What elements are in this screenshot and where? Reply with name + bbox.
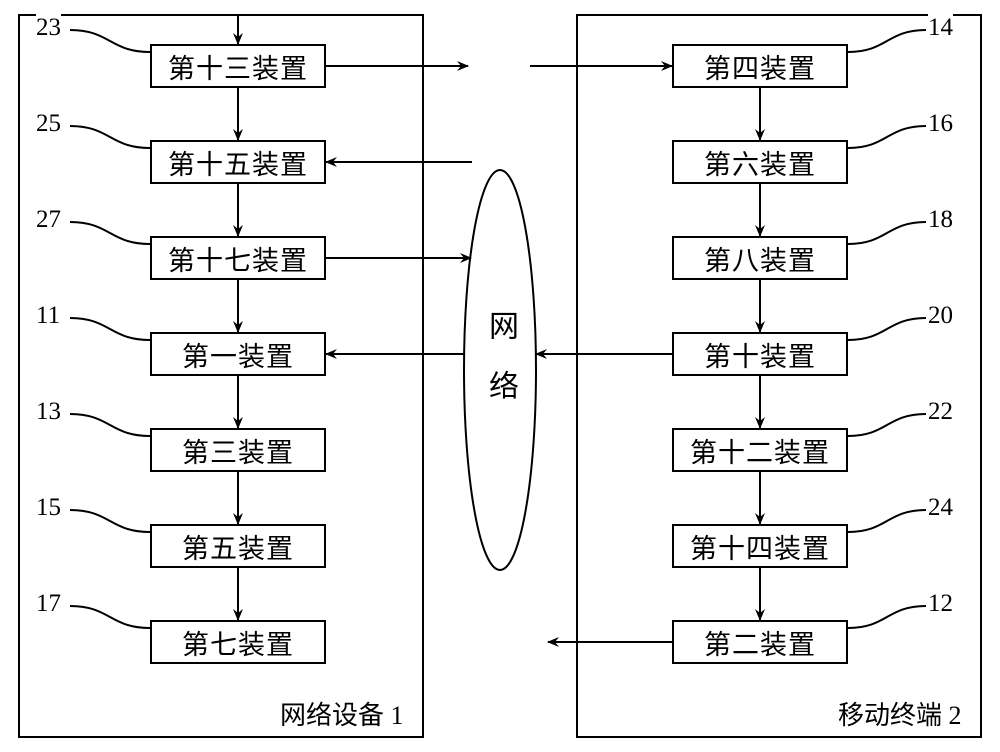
ref-num-16: 16 [928, 110, 953, 138]
device-14: 第四装置 [672, 44, 848, 88]
ref-num-24: 24 [928, 494, 953, 522]
device-18: 第八装置 [672, 236, 848, 280]
device-label: 第六装置 [704, 143, 816, 182]
device-label: 第十七装置 [168, 239, 308, 278]
ref-num-15: 15 [36, 494, 61, 522]
panel-title-right: 移动终端 2 [838, 695, 962, 732]
device-13: 第三装置 [150, 428, 326, 472]
ref-num-27: 27 [36, 206, 61, 234]
device-label: 第一装置 [182, 335, 294, 374]
device-12: 第二装置 [672, 620, 848, 664]
device-label: 第二装置 [704, 623, 816, 662]
device-15: 第五装置 [150, 524, 326, 568]
device-label: 第十五装置 [168, 143, 308, 182]
ref-num-17: 17 [36, 590, 61, 618]
ref-num-23: 23 [36, 14, 61, 42]
device-label: 第四装置 [704, 47, 816, 86]
ref-num-22: 22 [928, 398, 953, 426]
device-label: 第八装置 [704, 239, 816, 278]
diagram-canvas: 网络设备 1 移动终端 2 网络 第十三装置 23 第十五装置 25 第十七装置 27 第一… [0, 0, 1000, 752]
device-16: 第六装置 [672, 140, 848, 184]
ref-num-11: 11 [36, 302, 60, 330]
device-label: 第十三装置 [168, 47, 308, 86]
device-label: 第十二装置 [690, 431, 830, 470]
device-label: 第十装置 [704, 335, 816, 374]
ref-num-25: 25 [36, 110, 61, 138]
device-label: 第十四装置 [690, 527, 830, 566]
device-23: 第十三装置 [150, 44, 326, 88]
device-label: 第三装置 [182, 431, 294, 470]
network-label: 网络 [482, 300, 518, 440]
ref-num-20: 20 [928, 302, 953, 330]
device-27: 第十七装置 [150, 236, 326, 280]
ref-num-18: 18 [928, 206, 953, 234]
device-20: 第十装置 [672, 332, 848, 376]
panel-title-left: 网络设备 1 [280, 695, 404, 732]
device-25: 第十五装置 [150, 140, 326, 184]
device-22: 第十二装置 [672, 428, 848, 472]
device-label: 第七装置 [182, 623, 294, 662]
device-17: 第七装置 [150, 620, 326, 664]
ref-num-13: 13 [36, 398, 61, 426]
ref-num-12: 12 [928, 590, 953, 618]
ref-num-14: 14 [928, 14, 953, 42]
device-24: 第十四装置 [672, 524, 848, 568]
device-label: 第五装置 [182, 527, 294, 566]
device-11: 第一装置 [150, 332, 326, 376]
